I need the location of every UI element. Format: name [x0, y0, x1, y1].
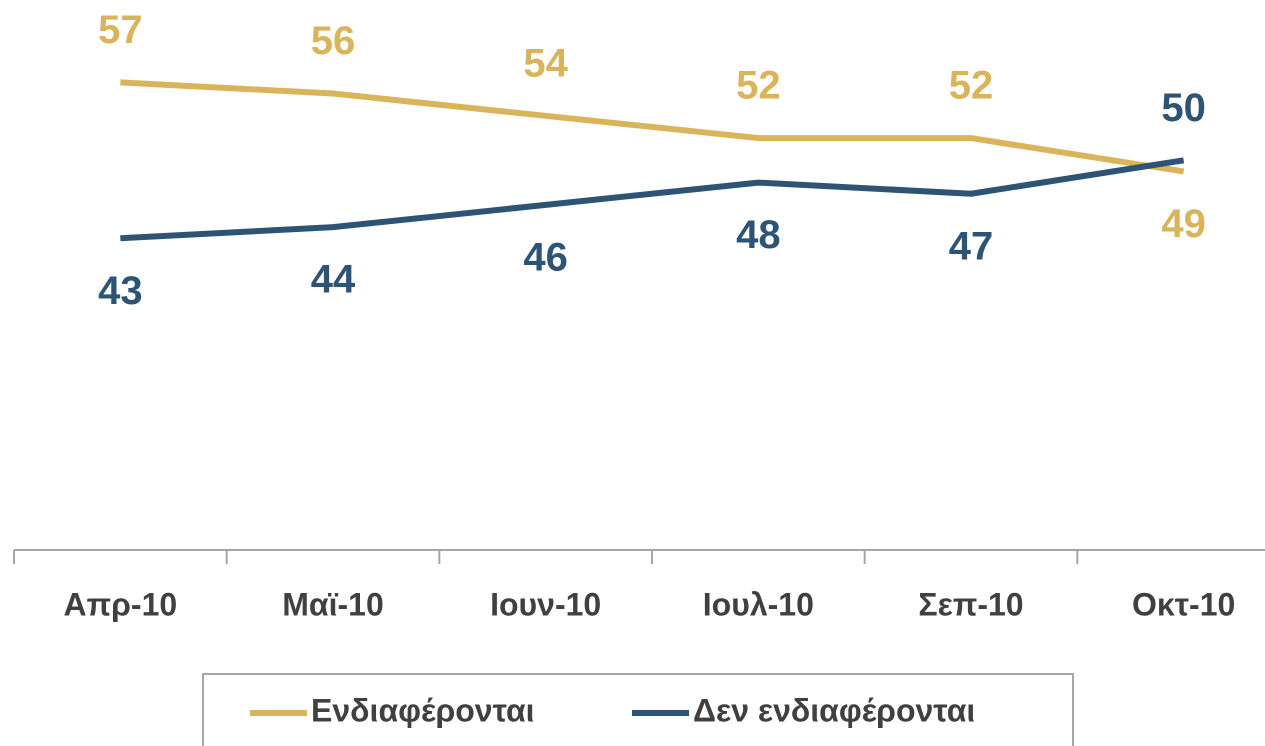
x-tick-label: Ιουλ-10 [703, 586, 814, 622]
x-tick-label: Μαϊ-10 [282, 586, 383, 622]
data-label: 49 [1161, 202, 1206, 246]
data-label: 52 [949, 64, 994, 108]
data-label: 43 [98, 269, 143, 313]
data-label: 44 [311, 258, 356, 302]
x-tick-label: Απρ-10 [64, 586, 178, 622]
x-tick-label: Ιουν-10 [490, 586, 601, 622]
data-label: 56 [311, 19, 356, 63]
data-label: 47 [949, 224, 994, 268]
data-label: 48 [736, 213, 781, 257]
data-label: 52 [736, 64, 781, 108]
x-tick-label: Σεπ-10 [918, 586, 1023, 622]
data-label: 57 [98, 8, 143, 52]
legend-label: Ενδιαφέρονται [311, 692, 535, 728]
line-series [120, 79, 1185, 175]
legend-label: Δεν ενδιαφέρονται [693, 692, 975, 728]
line-series [120, 157, 1185, 242]
data-label: 46 [523, 235, 568, 279]
legend-box [202, 673, 1074, 746]
data-label: 50 [1161, 86, 1206, 130]
x-tick-label: Οκτ-10 [1132, 586, 1235, 622]
data-label: 54 [523, 41, 568, 85]
